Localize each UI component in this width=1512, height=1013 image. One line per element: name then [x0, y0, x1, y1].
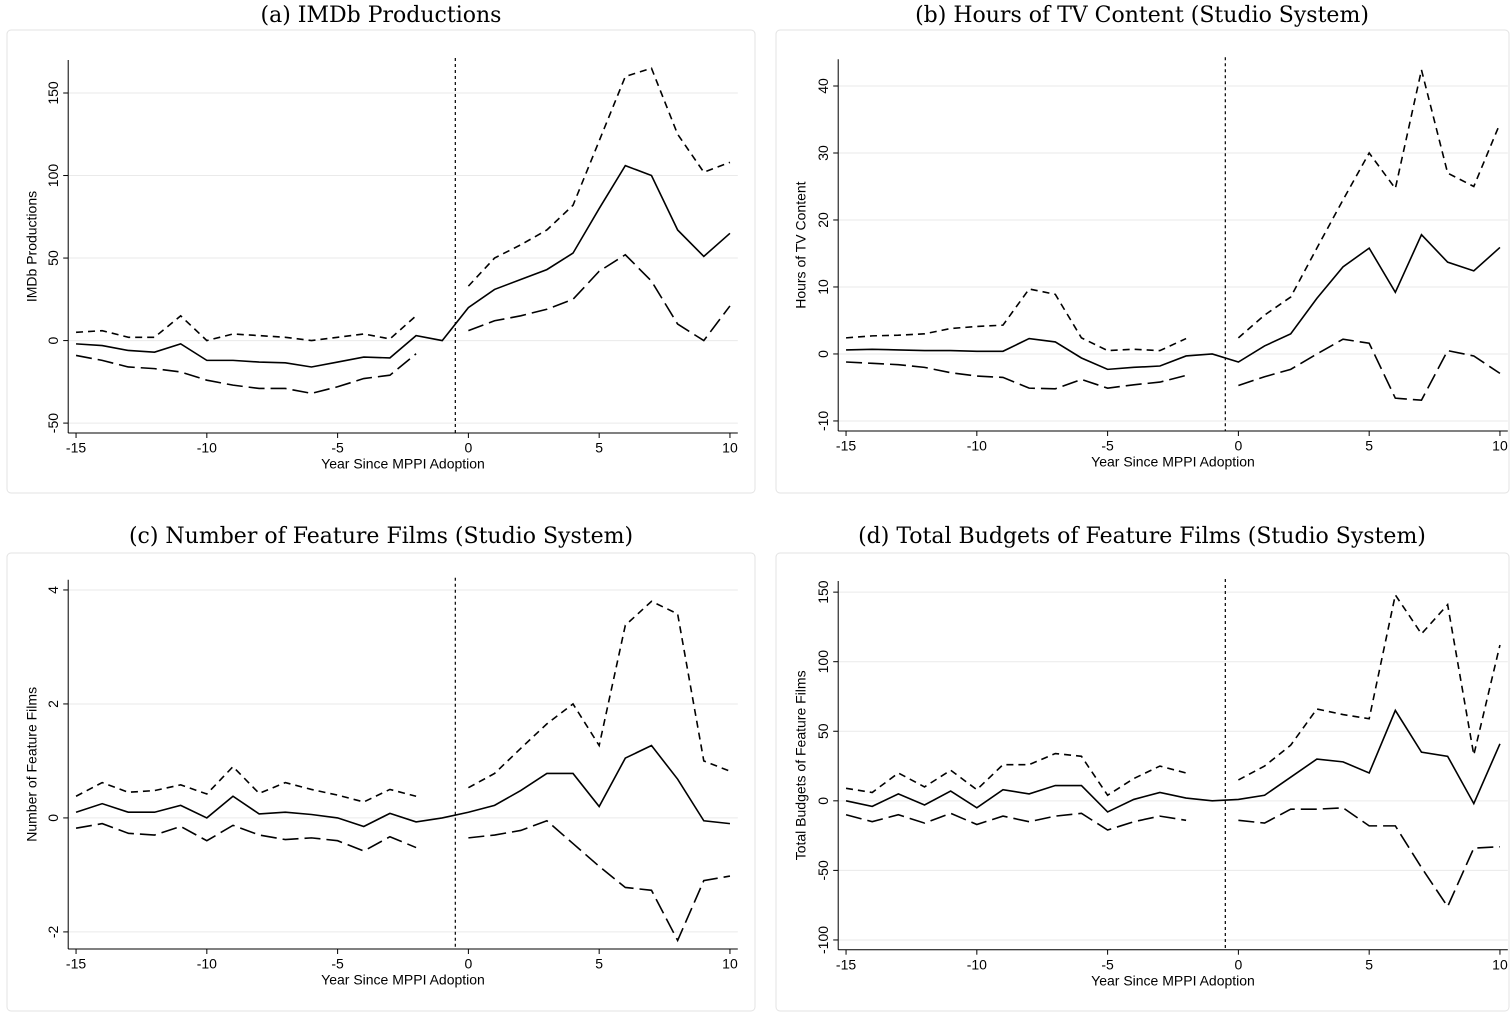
y-axis-label: Hours of TV Content — [793, 181, 809, 308]
x-tick-label: -5 — [331, 956, 344, 972]
x-tick-label: -10 — [197, 956, 217, 972]
x-tick-label: 0 — [464, 956, 472, 972]
panel-frame — [6, 29, 756, 494]
y-tick-label: 0 — [45, 336, 61, 344]
y-axis-label: Number of Feature Films — [24, 687, 40, 842]
y-tick-label: 0 — [815, 350, 831, 358]
y-tick-label: 50 — [815, 723, 831, 739]
y-tick-label: 40 — [815, 78, 831, 94]
x-tick-label: -15 — [66, 440, 86, 456]
x-tick-label: -15 — [66, 956, 86, 972]
y-tick-label: 150 — [45, 81, 61, 105]
x-tick-label: -10 — [197, 440, 217, 456]
y-axis-label: Total Budgets of Feature Films — [793, 670, 809, 860]
series-line — [846, 338, 1501, 402]
panel-title: (a) IMDb Productions — [261, 3, 502, 28]
y-tick-label: 30 — [815, 145, 831, 161]
x-tick-label: -5 — [1101, 956, 1114, 972]
x-tick-label: 0 — [1234, 438, 1242, 454]
y-tick-label: 20 — [815, 212, 831, 228]
y-tick-label: 2 — [45, 700, 61, 708]
x-tick-label: 10 — [1492, 438, 1508, 454]
series-line — [75, 600, 731, 803]
y-tick-label: 4 — [45, 586, 61, 594]
series-line — [75, 819, 731, 943]
series-line — [75, 253, 731, 395]
y-tick-label: 0 — [45, 814, 61, 822]
x-tick-label: -15 — [836, 956, 856, 972]
x-tick-label: -15 — [836, 438, 856, 454]
series-line — [846, 233, 1501, 371]
x-axis-label: Year Since MPPI Adoption — [1091, 454, 1255, 470]
series-line — [845, 592, 1501, 797]
series-line — [75, 164, 731, 368]
series-line — [845, 708, 1501, 813]
panel-title: (d) Total Budgets of Feature Films (Stud… — [858, 524, 1426, 549]
y-tick-label: -100 — [815, 926, 831, 954]
y-tick-label: 50 — [45, 250, 61, 266]
y-tick-label: 10 — [815, 279, 831, 295]
y-tick-label: -2 — [45, 925, 61, 938]
x-axis-label: Year Since MPPI Adoption — [321, 456, 485, 472]
x-tick-label: 10 — [722, 956, 738, 972]
y-tick-label: -50 — [815, 860, 831, 880]
panel-title: (c) Number of Feature Films (Studio Syst… — [129, 524, 633, 549]
panel-title: (b) Hours of TV Content (Studio System) — [915, 3, 1369, 28]
x-tick-label: -5 — [331, 440, 344, 456]
y-tick-label: 0 — [815, 797, 831, 805]
y-tick-label: -10 — [815, 411, 831, 431]
panel-frame — [775, 552, 1510, 1012]
y-tick-label: 150 — [815, 580, 831, 604]
panel-frame — [6, 552, 756, 1012]
series-line — [845, 806, 1500, 909]
x-tick-label: 0 — [1234, 956, 1242, 972]
x-tick-label: 5 — [595, 440, 603, 456]
series-line — [75, 67, 731, 342]
x-tick-label: -10 — [967, 438, 987, 454]
x-tick-label: 10 — [722, 440, 738, 456]
y-tick-label: 100 — [45, 164, 61, 188]
x-tick-label: 10 — [1492, 956, 1508, 972]
y-tick-label: -50 — [45, 413, 61, 433]
x-tick-label: 5 — [1365, 438, 1373, 454]
series-line — [75, 744, 731, 828]
series-line — [845, 69, 1501, 352]
x-tick-label: -5 — [1101, 438, 1114, 454]
x-tick-label: 5 — [595, 956, 603, 972]
x-tick-label: 0 — [464, 440, 472, 456]
y-axis-label: IMDb Productions — [24, 191, 40, 302]
x-tick-label: 5 — [1365, 956, 1373, 972]
y-tick-label: 100 — [815, 650, 831, 674]
panel-frame — [775, 29, 1510, 494]
x-tick-label: -10 — [967, 956, 987, 972]
x-axis-label: Year Since MPPI Adoption — [1091, 972, 1255, 988]
x-axis-label: Year Since MPPI Adoption — [321, 972, 485, 988]
